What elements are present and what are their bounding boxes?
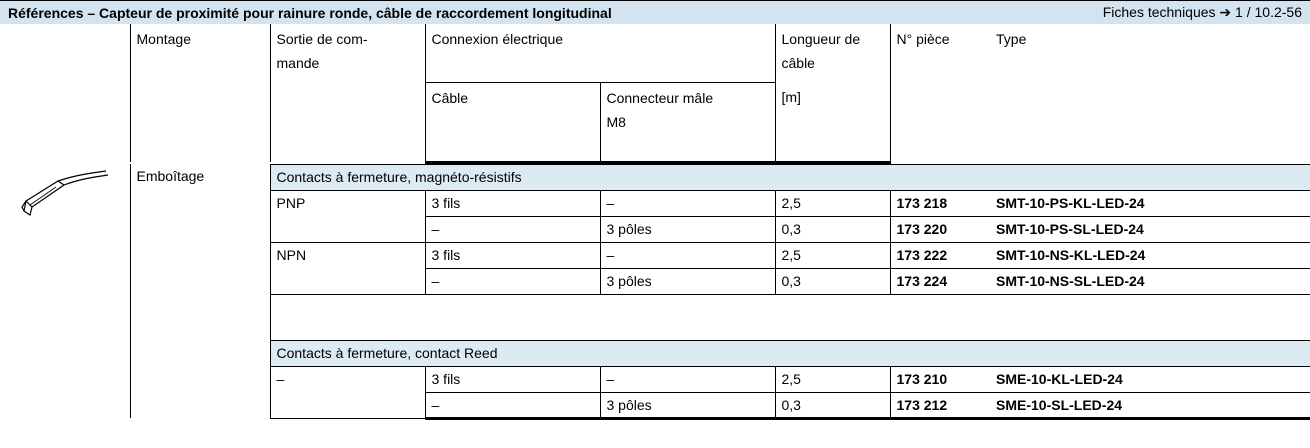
group-row: Emboîtage Contacts à fermeture, magnéto-r… bbox=[0, 163, 1310, 418]
cable: – bbox=[424, 391, 601, 420]
sortie: PNP bbox=[269, 189, 426, 243]
col-head: Montage bbox=[129, 24, 270, 162]
data-row: –3 pôles 0,3 173 220 SMT-10-PS-SL-LED-24 bbox=[0, 215, 1310, 243]
connecteur: – bbox=[599, 365, 776, 393]
type: SMT-10-PS-KL-LED-24 bbox=[990, 189, 1310, 217]
data-row: –3 pôles 0,3 173 224 SMT-10-NS-SL-LED-24 bbox=[0, 267, 1310, 295]
group-row: Contacts à fermeture, contact Reed bbox=[0, 339, 1310, 367]
group-heading: Contacts à fermeture, magnéto-résistifs bbox=[269, 163, 1310, 191]
piece: 173 222 bbox=[889, 241, 990, 269]
data-row: –3 pôles 0,3 173 212 SME-10-SL-LED-24 bbox=[0, 391, 1310, 420]
sortie: – bbox=[269, 365, 426, 419]
header-bar: Références – Capteur de proximité pour r… bbox=[0, 0, 1310, 24]
piece: 173 210 bbox=[889, 365, 990, 393]
reference: Fiches techniques ➔ 1 / 10.2-56 bbox=[1102, 4, 1302, 20]
longueur: 2,5 bbox=[774, 365, 891, 393]
table-header: Montage Sortie de com- mande Connexion é… bbox=[0, 24, 1310, 164]
connecteur: 3 pôles bbox=[599, 267, 776, 295]
type: SMT-10-PS-SL-LED-24 bbox=[990, 215, 1310, 243]
piece: 173 220 bbox=[889, 215, 990, 243]
type: SMT-10-NS-SL-LED-24 bbox=[990, 267, 1310, 295]
table-body: Emboîtage Contacts à fermeture, magnéto-r… bbox=[0, 163, 1310, 420]
data-row: PNP 3 fils –2,5 173 218 SMT-10-PS-KL-LED-24 bbox=[0, 189, 1310, 243]
cable: 3 fils bbox=[424, 189, 601, 217]
gap bbox=[269, 293, 1310, 341]
title: Références – Capteur de proximité pour r… bbox=[8, 4, 612, 21]
piece: 173 218 bbox=[889, 189, 990, 217]
cable: – bbox=[424, 215, 601, 243]
longueur: 2,5 bbox=[774, 241, 891, 269]
group-heading: Contacts à fermeture, contact Reed bbox=[269, 339, 1310, 367]
montage: Emboîtage bbox=[129, 164, 271, 418]
sensor-icon bbox=[21, 170, 109, 216]
cable: 3 fils bbox=[424, 241, 601, 269]
type: SMT-10-NS-KL-LED-24 bbox=[990, 241, 1310, 269]
col-head: N° pièce bbox=[889, 24, 990, 162]
longueur: 0,3 bbox=[774, 391, 891, 420]
image-cell bbox=[0, 164, 130, 418]
sortie: NPN bbox=[269, 241, 426, 295]
gap-row bbox=[0, 293, 1310, 341]
col-head: Sortie de com- mande bbox=[269, 24, 425, 162]
col-head: Longueur de câble bbox=[774, 24, 890, 82]
connecteur: – bbox=[599, 241, 776, 269]
longueur: 0,3 bbox=[774, 215, 891, 243]
col-head: Connexion électrique bbox=[424, 24, 775, 82]
cable: – bbox=[424, 267, 601, 295]
piece: 173 212 bbox=[889, 391, 990, 420]
cable: 3 fils bbox=[424, 365, 601, 393]
col-head: Câble bbox=[424, 81, 600, 164]
longueur: 0,3 bbox=[774, 267, 891, 295]
connecteur: – bbox=[599, 189, 776, 217]
col-head: Connecteur mâle M8 bbox=[599, 81, 775, 164]
col-head: Type bbox=[996, 31, 1027, 47]
type: SME-10-KL-LED-24 bbox=[990, 365, 1310, 393]
longueur: 2,5 bbox=[774, 189, 891, 217]
col-unit: [m] bbox=[774, 82, 890, 164]
piece: 173 224 bbox=[889, 267, 990, 295]
connecteur: 3 pôles bbox=[599, 215, 776, 243]
type: SME-10-SL-LED-24 bbox=[990, 391, 1310, 420]
connecteur: 3 pôles bbox=[599, 391, 776, 420]
blank bbox=[0, 24, 130, 162]
data-row: NPN 3 fils –2,5 173 222 SMT-10-NS-KL-LED-24 bbox=[0, 241, 1310, 295]
